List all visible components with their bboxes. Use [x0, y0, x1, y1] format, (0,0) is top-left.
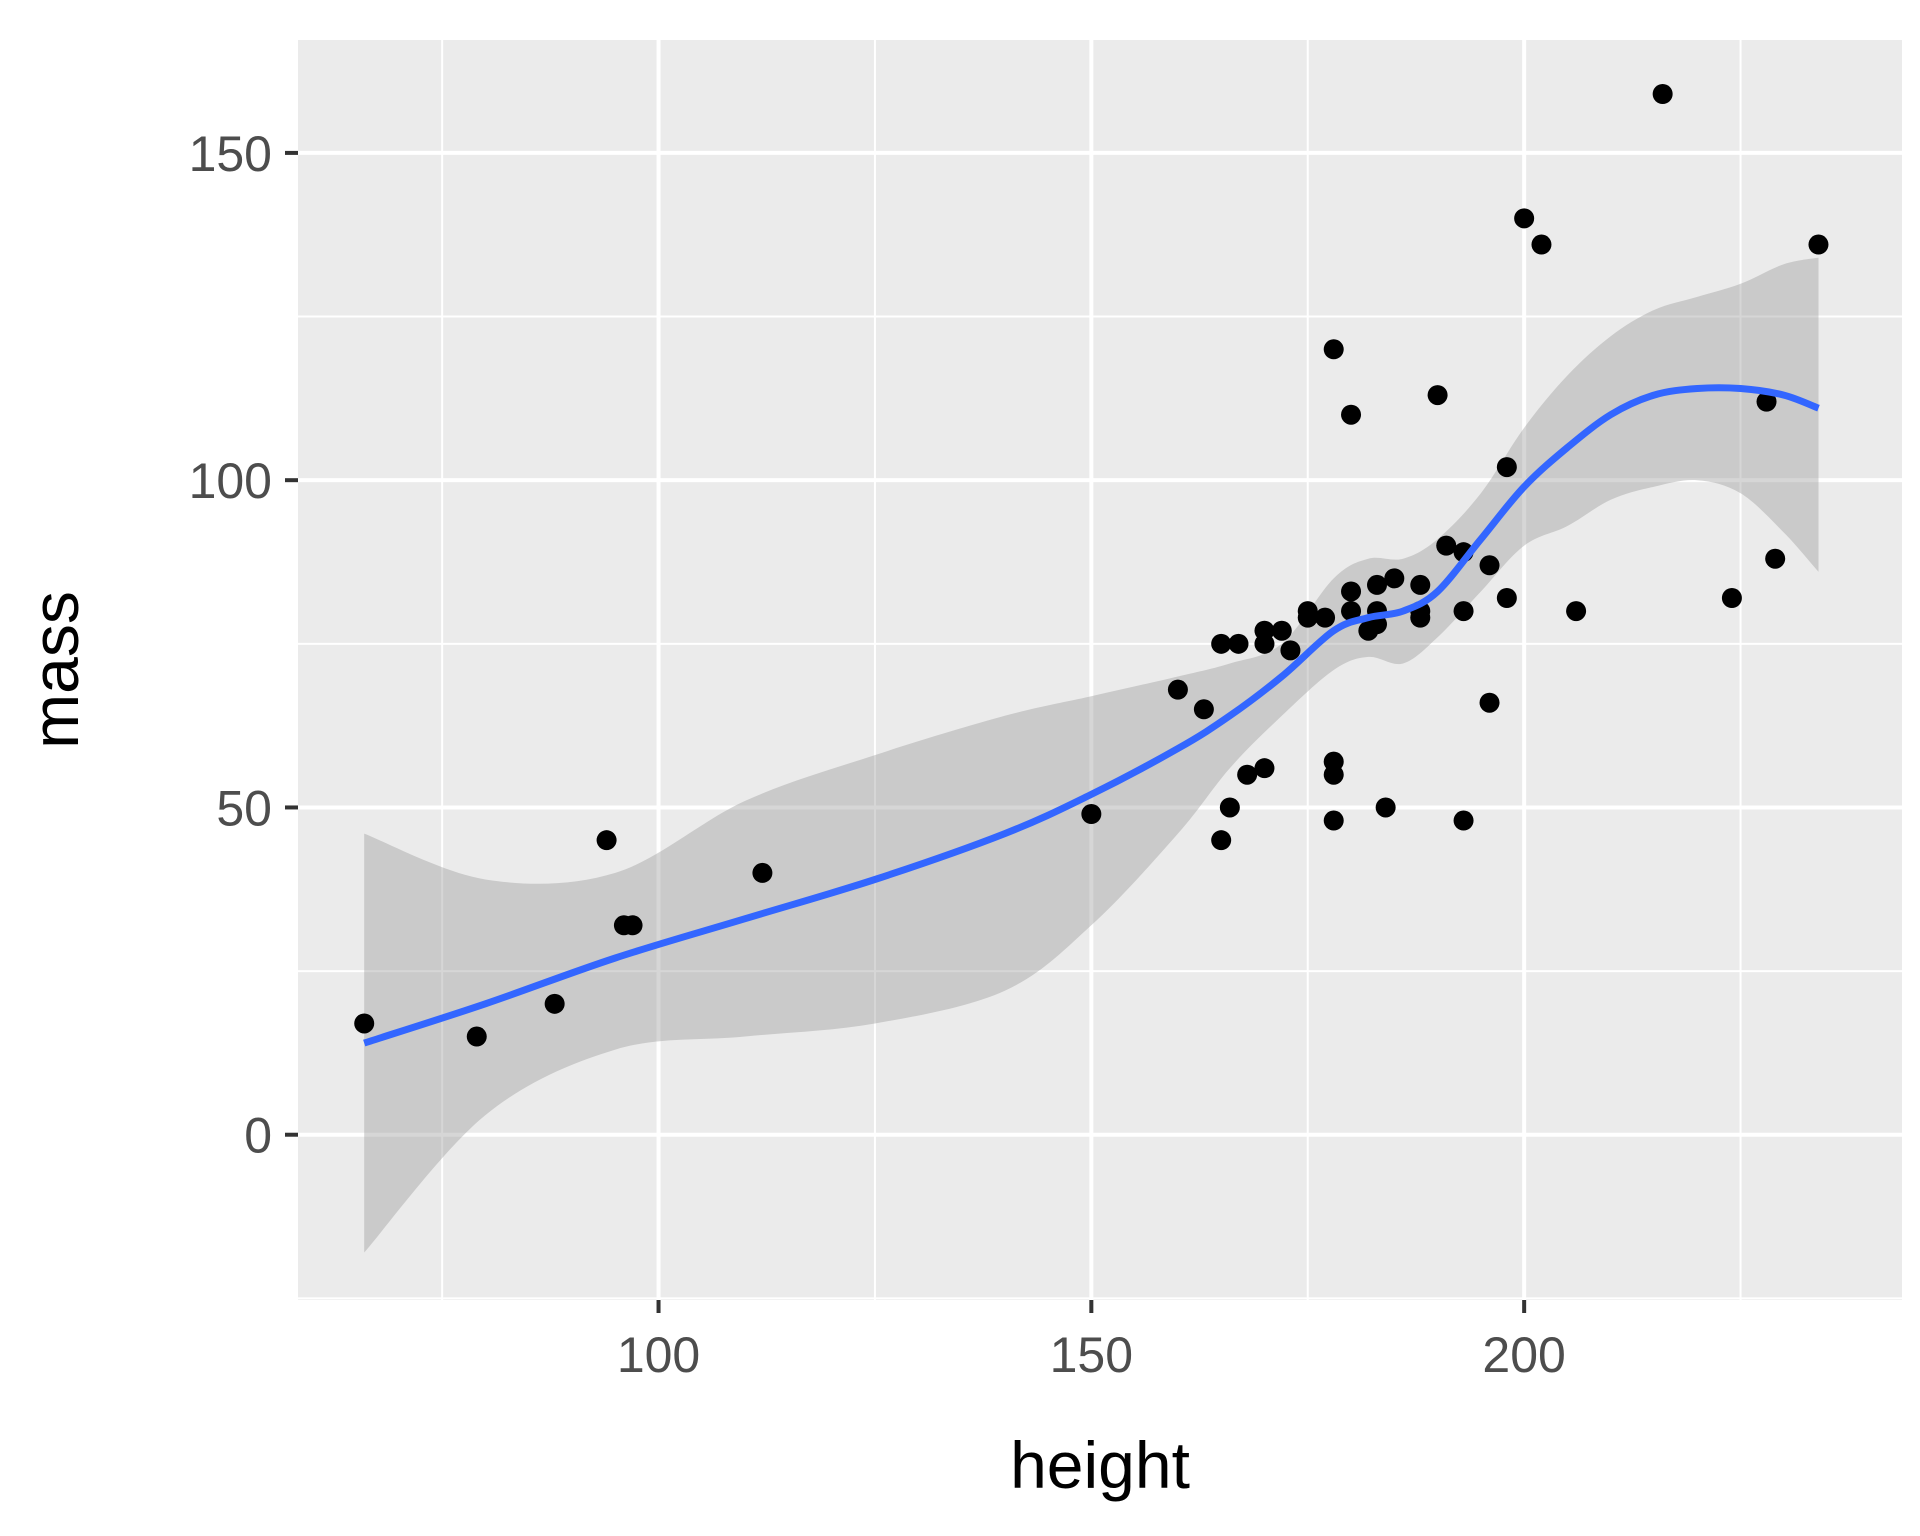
data-point [1514, 208, 1535, 229]
y-tick-label: 100 [189, 453, 272, 509]
y-tick-label: 50 [216, 780, 272, 836]
data-point [752, 862, 773, 883]
data-point [1366, 574, 1387, 595]
data-point [1756, 391, 1777, 412]
data-point [1410, 574, 1431, 595]
data-point [1341, 581, 1362, 602]
data-point [1280, 640, 1301, 661]
data-point [1453, 601, 1474, 622]
major-gridlines [298, 40, 1902, 1300]
data-point [1219, 797, 1240, 818]
x-axis: 100 150 200 [617, 1300, 1566, 1383]
data-point [1436, 535, 1457, 556]
data-point [1271, 620, 1292, 641]
data-point [1211, 830, 1232, 851]
y-axis-title: mass [18, 591, 92, 749]
data-point [544, 993, 565, 1014]
data-point [1323, 764, 1344, 785]
data-point [1531, 234, 1552, 255]
data-point [1254, 758, 1275, 779]
data-point [354, 1013, 375, 1034]
data-point [1315, 607, 1336, 628]
confidence-ribbon [364, 257, 1819, 1253]
y-tick-label: 150 [189, 126, 272, 182]
data-point [1254, 633, 1275, 654]
data-point [1081, 804, 1102, 824]
minor-gridlines [298, 40, 1902, 1300]
data-point [1193, 699, 1214, 720]
data-point [1211, 633, 1232, 654]
data-point [1566, 601, 1587, 622]
data-point [1721, 588, 1742, 608]
data-point [1167, 679, 1188, 700]
y-axis: 0 50 100 150 [189, 126, 298, 1164]
data-point [622, 915, 643, 936]
plot-panel [298, 40, 1902, 1300]
data-point [1237, 764, 1258, 785]
data-point [1652, 84, 1673, 104]
data-point [1765, 548, 1786, 569]
data-point [1341, 601, 1362, 622]
data-point [466, 1026, 487, 1047]
data-point [1384, 568, 1405, 589]
data-point [1808, 234, 1829, 255]
y-tick-label: 0 [244, 1108, 272, 1164]
x-tick-label: 200 [1482, 1327, 1565, 1383]
data-point [1479, 555, 1500, 576]
data-points [354, 84, 1829, 1047]
x-axis-title: height [1010, 1428, 1190, 1502]
data-point [596, 830, 617, 851]
data-point [1228, 633, 1249, 654]
data-point [1496, 588, 1517, 608]
data-point [1375, 797, 1396, 818]
data-point [1496, 457, 1517, 478]
data-point [1341, 404, 1362, 425]
data-point [1323, 810, 1344, 831]
data-point [1479, 692, 1500, 713]
x-tick-label: 150 [1050, 1327, 1133, 1383]
data-point [1410, 607, 1431, 628]
data-point [1427, 385, 1448, 406]
smooth-line [363, 384, 1820, 1047]
data-point [1453, 810, 1474, 831]
x-tick-label: 100 [617, 1327, 700, 1383]
data-point [1297, 607, 1318, 628]
data-point [1323, 339, 1344, 360]
